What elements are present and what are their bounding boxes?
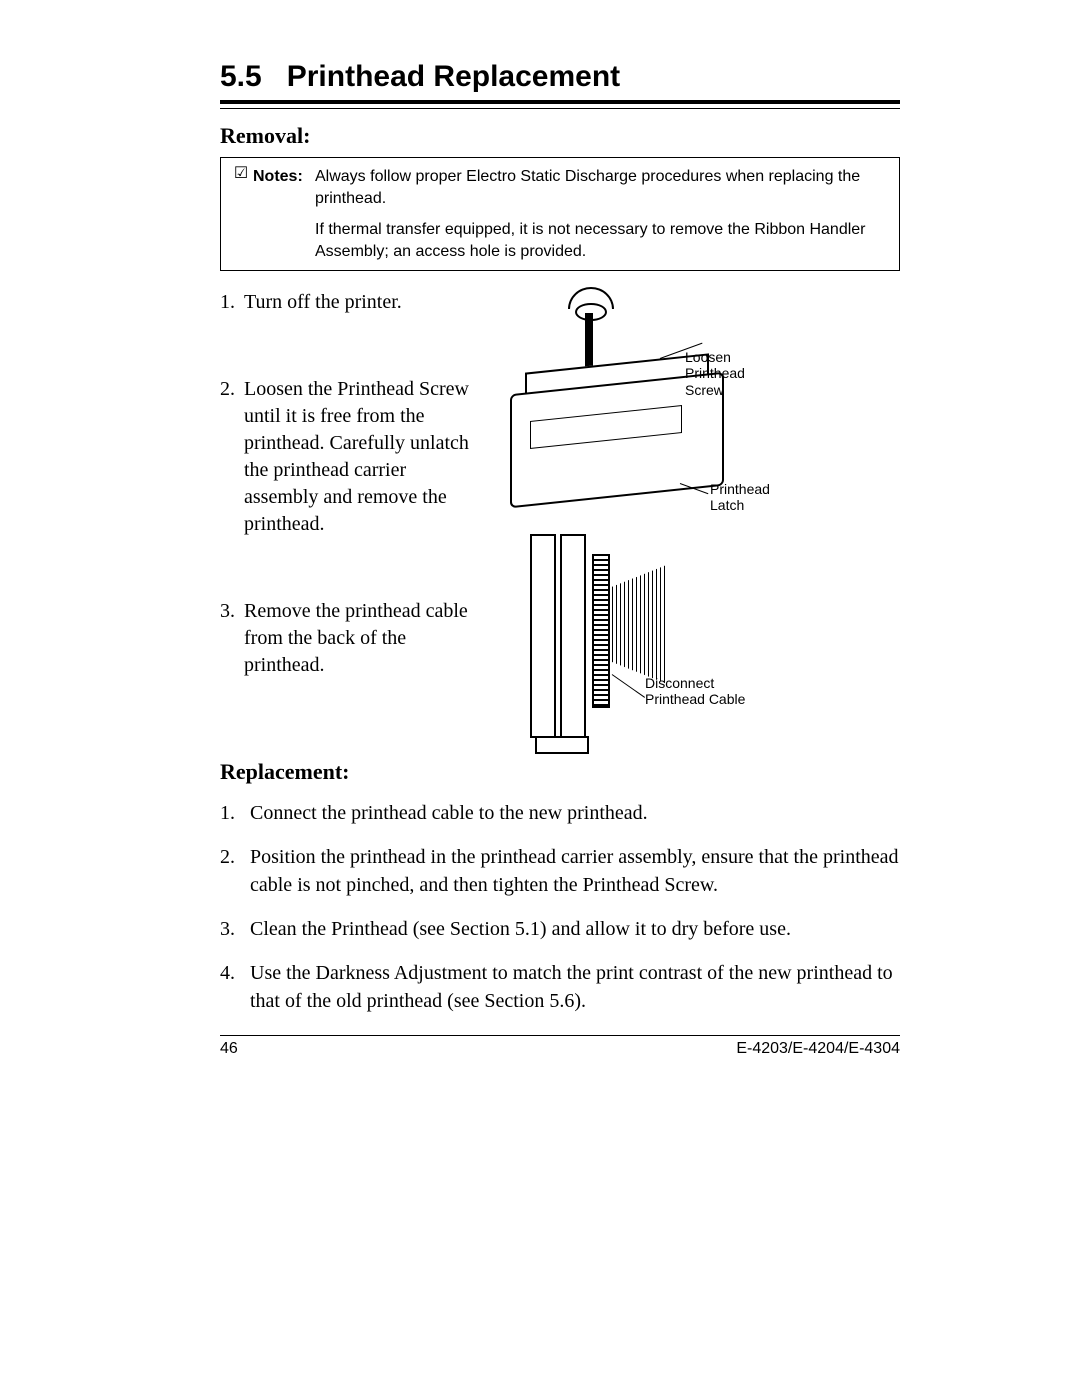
doc-id: E-4203/E-4204/E-4304 xyxy=(736,1040,900,1058)
replacement-step-2: 2. Position the printhead in the printhe… xyxy=(220,843,900,899)
removal-body: 1. Turn off the printer. 2. Loosen the P… xyxy=(220,289,900,759)
step-text: Turn off the printer. xyxy=(244,289,480,316)
figure-label-cable: Disconnect Printhead Cable xyxy=(645,675,775,707)
manual-page: 5.5 Printhead Replacement Removal: ☑ Not… xyxy=(0,0,1080,1397)
checkbox-icon: ☑ xyxy=(233,166,249,182)
step-text: Use the Darkness Adjustment to match the… xyxy=(250,959,900,1015)
replacement-step-3: 3. Clean the Printhead (see Section 5.1)… xyxy=(220,915,900,943)
replacement-heading: Replacement: xyxy=(220,759,900,785)
replacement-step-1: 1. Connect the printhead cable to the ne… xyxy=(220,799,900,827)
step-text: Loosen the Printhead Screw until it is f… xyxy=(244,376,480,538)
step-number: 2. xyxy=(220,843,250,899)
step-text: Connect the printhead cable to the new p… xyxy=(250,799,900,827)
figure-label-screw: Loosen Printhead Screw xyxy=(685,349,775,397)
footer-rule xyxy=(220,1035,900,1036)
section-heading: 5.5 Printhead Replacement xyxy=(220,60,900,94)
ribbon-cable-shape xyxy=(608,564,668,684)
figure-label-latch: Printhead Latch xyxy=(710,481,790,513)
removal-step-3: 3. Remove the printhead cable from the b… xyxy=(220,598,480,679)
step-number: 1. xyxy=(220,799,250,827)
leader-line xyxy=(612,674,645,698)
removal-steps: 1. Turn off the printer. 2. Loosen the P… xyxy=(220,289,480,679)
notes-text-2: If thermal transfer equipped, it is not … xyxy=(315,219,887,262)
section-title: Printhead Replacement xyxy=(287,60,620,93)
page-number: 46 xyxy=(220,1040,238,1058)
step-number: 1. xyxy=(220,289,244,316)
printhead-figure xyxy=(500,524,680,754)
step-number: 3. xyxy=(220,598,244,679)
printhead-bar-shape xyxy=(560,534,586,738)
section-rule xyxy=(220,100,900,109)
replacement-step-4: 4. Use the Darkness Adjustment to match … xyxy=(220,959,900,1015)
page-footer: 46 E-4203/E-4204/E-4304 xyxy=(220,1040,900,1058)
step-number: 3. xyxy=(220,915,250,943)
replacement-steps: 1. Connect the printhead cable to the ne… xyxy=(220,799,900,1015)
notes-box: ☑ Notes: Always follow proper Electro St… xyxy=(220,157,900,271)
printhead-cable-shape xyxy=(592,554,610,708)
figure-area: Loosen Printhead Screw Printhead Latch D… xyxy=(490,289,770,759)
printhead-bar-shape xyxy=(530,534,556,738)
printhead-foot-shape xyxy=(535,736,589,754)
notes-label: Notes: xyxy=(253,166,303,188)
removal-step-1: 1. Turn off the printer. xyxy=(220,289,480,316)
step-text: Remove the printhead cable from the back… xyxy=(244,598,480,679)
printer-figure xyxy=(490,293,740,513)
step-text: Position the printhead in the printhead … xyxy=(250,843,900,899)
step-number: 4. xyxy=(220,959,250,1015)
section-number: 5.5 xyxy=(220,60,262,93)
removal-heading: Removal: xyxy=(220,123,900,149)
removal-step-2: 2. Loosen the Printhead Screw until it i… xyxy=(220,376,480,538)
step-text: Clean the Printhead (see Section 5.1) an… xyxy=(250,915,900,943)
notes-text-1: Always follow proper Electro Static Disc… xyxy=(315,166,887,209)
step-number: 2. xyxy=(220,376,244,538)
